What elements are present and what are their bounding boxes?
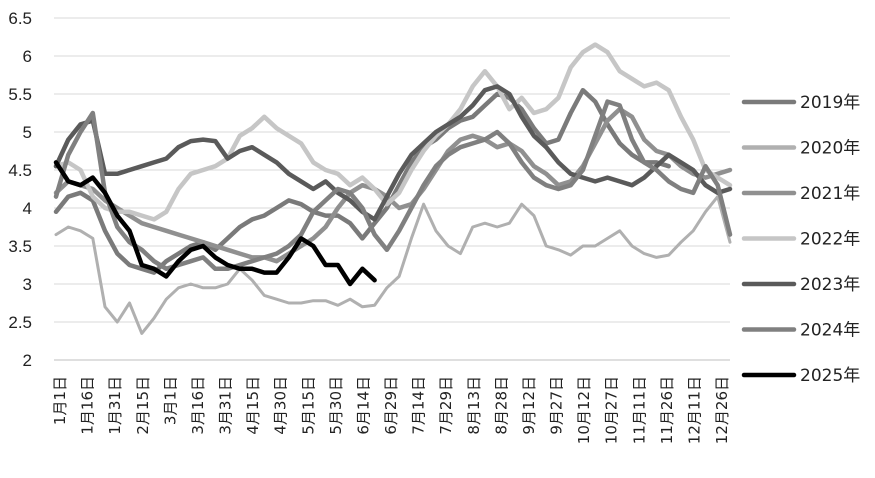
legend: 2019年 2020年 2021年 2022年 2023年 2024年 2025年 <box>741 93 860 386</box>
x-tick-label: 1月16日 <box>79 376 97 435</box>
legend-label: 2023年 <box>800 275 860 295</box>
x-tick-label: 12月11日 <box>685 376 703 444</box>
series-line-5 <box>53 84 733 222</box>
legend-label: 2025年 <box>800 366 860 386</box>
y-tick-label: 3 <box>23 275 32 294</box>
legend-label: 2022年 <box>800 230 860 250</box>
x-tick-label: 6月29日 <box>382 376 400 435</box>
series-line-3 <box>53 106 733 264</box>
y-tick-label: 4.5 <box>8 161 32 180</box>
x-tick-label: 5月30日 <box>327 376 345 435</box>
y-tick-label: 2 <box>23 351 32 370</box>
gridlines <box>54 17 730 361</box>
series-line-6 <box>53 99 733 272</box>
x-tick-label: 11月26日 <box>658 376 676 444</box>
y-tick-label: 2.5 <box>8 313 32 332</box>
legend-label: 2024年 <box>800 321 860 341</box>
series-line-1 <box>53 87 671 275</box>
y-tick-label: 4 <box>23 199 32 218</box>
x-tick-label: 1月1日 <box>51 376 69 425</box>
series-line-4 <box>53 42 733 222</box>
x-tick-label: 10月12日 <box>575 376 593 444</box>
x-tick-label: 6月14日 <box>354 376 372 435</box>
y-tick-label: 3.5 <box>8 237 32 256</box>
x-tick-label: 4月15日 <box>244 376 262 435</box>
x-tick-label: 4月30日 <box>272 376 290 435</box>
x-tick-label: 2月15日 <box>134 376 152 435</box>
legend-label: 2020年 <box>800 139 860 159</box>
y-tick-label: 6 <box>23 47 32 66</box>
series-line-2 <box>54 195 732 335</box>
x-tick-label: 7月29日 <box>437 376 455 435</box>
series-line-7 <box>53 160 377 287</box>
y-tick-label: 5 <box>23 123 32 142</box>
x-tick-label: 8月28日 <box>492 376 510 435</box>
x-tick-label: 12月26日 <box>713 376 731 444</box>
x-tick-label: 3月31日 <box>217 376 235 435</box>
x-tick-label: 5月15日 <box>299 376 317 435</box>
y-tick-label: 5.5 <box>8 85 32 104</box>
y-axis: 2 2.5 3 3.5 4 4.5 5 5.5 6 6.5 <box>8 9 32 370</box>
x-tick-label: 1月31日 <box>106 376 124 435</box>
y-tick-label: 6.5 <box>8 9 32 28</box>
x-tick-label: 10月27日 <box>603 376 621 444</box>
x-tick-label: 9月12日 <box>520 376 538 435</box>
legend-label: 2019年 <box>800 93 860 113</box>
series-lines <box>53 42 733 335</box>
x-tick-label: 8月13日 <box>465 376 483 435</box>
x-tick-label: 11月11日 <box>630 376 648 444</box>
legend-label: 2021年 <box>800 184 860 204</box>
x-tick-label: 7月14日 <box>410 376 428 435</box>
x-tick-label: 3月16日 <box>189 376 207 435</box>
x-tick-label: 3月1日 <box>161 376 179 425</box>
x-axis: 1月1日 1月16日 1月31日 2月15日 3月1日 3月16日 3月31日 4月15日 4月… <box>51 359 731 444</box>
x-tick-label: 9月27日 <box>548 376 566 435</box>
